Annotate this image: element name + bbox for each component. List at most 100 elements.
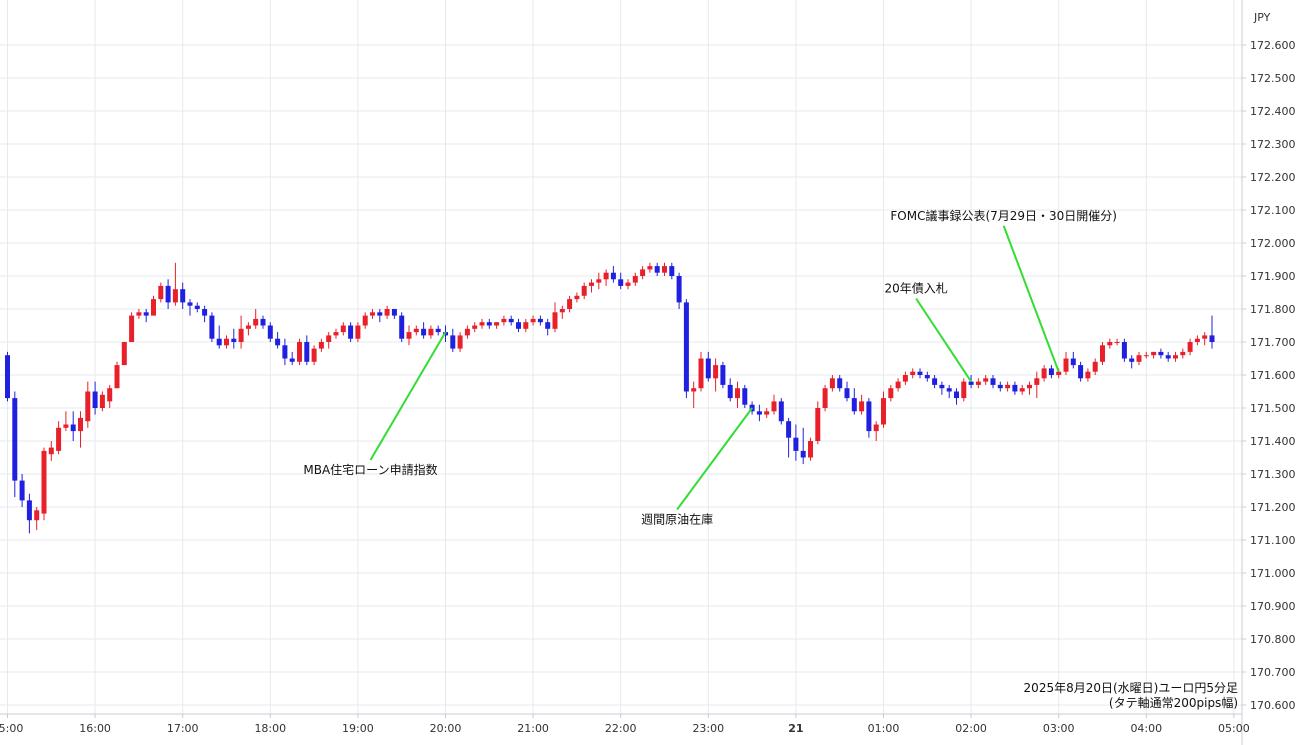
- candle: [107, 384, 113, 408]
- candle: [1114, 338, 1120, 346]
- candle-body: [399, 315, 405, 339]
- candle-body: [683, 302, 689, 392]
- candle-body: [786, 421, 792, 438]
- candle-body: [216, 338, 222, 346]
- y-tick-label: 171.900: [1250, 270, 1296, 283]
- candle: [844, 381, 850, 402]
- annotation-line: [676, 407, 753, 511]
- candle: [859, 394, 865, 415]
- candle: [530, 315, 536, 326]
- candle-body: [975, 381, 981, 385]
- annotation-label: FOMC議事録公表(7月29日・30日開催分): [890, 208, 1117, 223]
- candle: [654, 262, 660, 276]
- x-tick-label: 04:00: [1130, 722, 1162, 735]
- candle-body: [1034, 378, 1040, 385]
- candle: [610, 266, 616, 283]
- candle-body: [56, 427, 62, 451]
- candle: [231, 328, 237, 349]
- candle: [603, 269, 609, 286]
- candle: [581, 282, 587, 300]
- candle: [705, 351, 711, 382]
- y-tick-label: 170.900: [1250, 600, 1296, 613]
- candle: [1041, 365, 1047, 382]
- y-tick-label: 171.100: [1250, 534, 1296, 547]
- candle: [245, 322, 251, 336]
- candle-body: [632, 276, 638, 283]
- candle: [662, 262, 667, 276]
- candle-body: [1078, 365, 1084, 379]
- x-tick-label: 23:00: [692, 722, 724, 735]
- candle: [282, 338, 288, 366]
- candle: [713, 358, 719, 392]
- candle-body: [340, 325, 346, 333]
- candle-body: [78, 417, 83, 432]
- candle-body: [209, 315, 215, 339]
- candle: [56, 421, 62, 455]
- y-tick-label: 170.600: [1250, 699, 1296, 712]
- candle: [589, 279, 594, 293]
- y-tick-label: 172.600: [1250, 39, 1296, 52]
- candle: [1121, 338, 1127, 362]
- candle: [866, 398, 872, 438]
- candle-body: [1070, 358, 1076, 366]
- candle-body: [34, 510, 40, 521]
- candle-body: [691, 388, 697, 392]
- candle-body: [735, 388, 740, 399]
- candle: [479, 318, 485, 329]
- x-tick-label: 18:00: [254, 722, 286, 735]
- candle: [238, 315, 244, 349]
- candle: [1136, 351, 1142, 366]
- candle: [545, 318, 551, 336]
- candle: [1165, 351, 1171, 362]
- candle: [917, 368, 923, 379]
- candle-body: [450, 335, 456, 349]
- candle-body: [1019, 388, 1025, 392]
- candle: [800, 427, 806, 465]
- candle-body: [326, 335, 332, 342]
- candle: [625, 279, 631, 290]
- candle-body: [618, 279, 624, 286]
- candle-body: [1209, 335, 1215, 342]
- candle: [172, 262, 178, 306]
- candle: [552, 302, 558, 333]
- candle: [1187, 338, 1193, 356]
- candle-body: [968, 381, 974, 385]
- candle-body: [764, 411, 770, 415]
- candle-body: [1085, 371, 1091, 379]
- candle: [413, 325, 419, 336]
- candle: [457, 332, 463, 352]
- candle-body: [457, 335, 463, 349]
- candle: [428, 325, 434, 339]
- candle: [1034, 371, 1040, 399]
- candle-body: [48, 447, 54, 455]
- candle-body: [523, 322, 529, 329]
- candle: [391, 309, 397, 319]
- candle: [735, 381, 740, 408]
- candle: [362, 312, 368, 329]
- candle: [92, 381, 98, 415]
- candle: [486, 318, 492, 329]
- candle-body: [1041, 368, 1047, 379]
- y-tick-label: 171.600: [1250, 369, 1296, 382]
- y-tick-label: 172.400: [1250, 105, 1296, 118]
- candle: [829, 375, 835, 392]
- candle-body: [530, 318, 536, 323]
- candle: [1107, 338, 1113, 349]
- candle-body: [844, 388, 850, 399]
- candle-body: [107, 388, 113, 402]
- candle: [1194, 335, 1200, 346]
- candle: [48, 441, 54, 461]
- candle-body: [1143, 355, 1149, 357]
- candle: [464, 325, 470, 339]
- candle: [727, 378, 733, 402]
- candle: [216, 325, 222, 349]
- candle: [910, 368, 916, 379]
- candle-body: [603, 272, 609, 280]
- candle: [187, 299, 193, 316]
- candle-body: [1063, 358, 1069, 372]
- candle-body: [808, 441, 813, 458]
- candle-body: [158, 285, 164, 300]
- candle-body: [902, 375, 908, 382]
- candle-body: [1012, 384, 1018, 392]
- candle-body: [881, 398, 886, 425]
